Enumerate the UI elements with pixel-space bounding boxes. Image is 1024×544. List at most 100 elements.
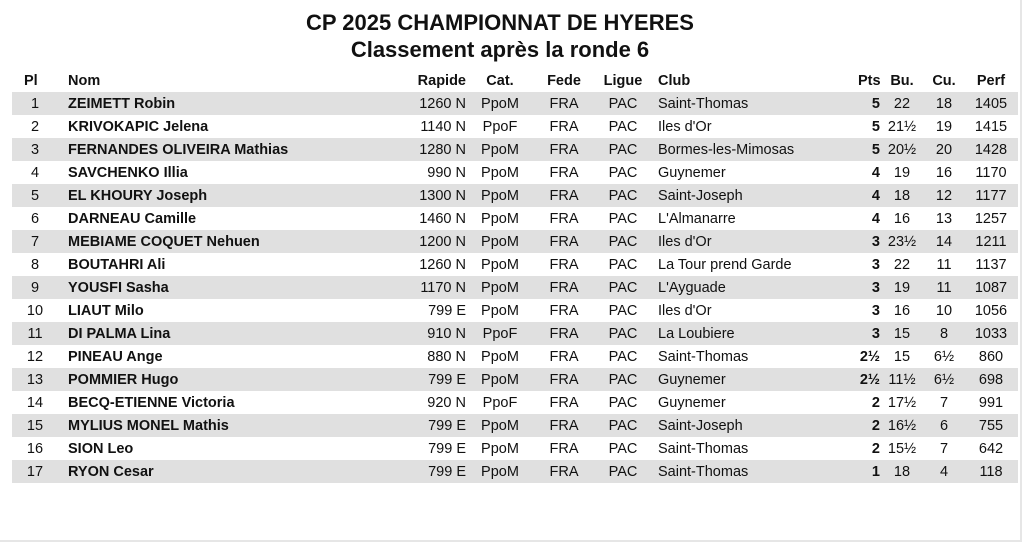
cell-cu: 6 — [924, 414, 964, 437]
header-fede: Fede — [547, 73, 581, 89]
cell-rapide: 799 E — [366, 414, 466, 437]
cell-nom: KRIVOKAPIC Jelena — [58, 115, 366, 138]
cell-rapide: 910 N — [366, 322, 466, 345]
cell-nom: ZEIMETT Robin — [58, 92, 366, 115]
cell-fede: FRA — [534, 184, 594, 207]
cell-club: La Loubiere — [652, 322, 858, 345]
cell-rapide: 1200 N — [366, 230, 466, 253]
cell-pl: 17 — [12, 460, 58, 483]
cell-cat: PpoF — [466, 115, 534, 138]
cell-fede: FRA — [534, 276, 594, 299]
cell-nom: SAVCHENKO Illia — [58, 161, 366, 184]
cell-ligue: PAC — [594, 184, 652, 207]
table-row: 14 BECQ-ETIENNE Victoria 920 N PpoF FRA PAC Gu… — [12, 391, 1018, 414]
cell-pl: 9 — [12, 276, 58, 299]
cell-pts: 1 — [858, 460, 880, 483]
cell-ligue: PAC — [594, 115, 652, 138]
cell-pl: 3 — [12, 138, 58, 161]
cell-perf: 1056 — [964, 299, 1018, 322]
cell-pts: 5 — [858, 138, 880, 161]
cell-nom: DI PALMA Lina — [58, 322, 366, 345]
cell-rapide: 880 N — [366, 345, 466, 368]
header-bu: Bu. — [890, 73, 914, 89]
table-header-row: Pl Nom Rapide Cat. Fede Ligue Club Pts B… — [12, 70, 1018, 92]
cell-pl: 16 — [12, 437, 58, 460]
cell-nom: BECQ-ETIENNE Victoria — [58, 391, 366, 414]
table-row: 9 YOUSFI Sasha 1170 N PpoM FRA PAC L'Ayguade 3 1… — [12, 276, 1018, 299]
cell-cat: PpoF — [466, 322, 534, 345]
cell-fede: FRA — [534, 253, 594, 276]
cell-ligue: PAC — [594, 414, 652, 437]
cell-ligue: PAC — [594, 368, 652, 391]
cell-cu: 19 — [924, 115, 964, 138]
cell-cu: 13 — [924, 207, 964, 230]
cell-ligue: PAC — [594, 276, 652, 299]
cell-ligue: PAC — [594, 460, 652, 483]
cell-rapide: 799 E — [366, 460, 466, 483]
cell-pl: 15 — [12, 414, 58, 437]
cell-bu: 16 — [880, 207, 924, 230]
cell-cu: 11 — [924, 276, 964, 299]
cell-cat: PpoM — [466, 368, 534, 391]
header-club: Club — [658, 73, 691, 89]
cell-bu: 19 — [880, 276, 924, 299]
table-row: 2 KRIVOKAPIC Jelena 1140 N PpoF FRA PAC Iles d… — [12, 115, 1018, 138]
standings-table: Pl Nom Rapide Cat. Fede Ligue Club Pts B… — [12, 70, 1018, 483]
cell-cu: 6½ — [924, 345, 964, 368]
table-row: 3 FERNANDES OLIVEIRA Mathias 1280 N PpoM FRA… — [12, 138, 1018, 161]
cell-perf: 1170 — [964, 161, 1018, 184]
cell-cu: 7 — [924, 437, 964, 460]
cell-club: Bormes-les-Mimosas — [652, 138, 858, 161]
cell-club: Saint-Thomas — [652, 345, 858, 368]
cell-club: Saint-Thomas — [652, 460, 858, 483]
cell-bu: 20½ — [880, 138, 924, 161]
cell-pl: 13 — [12, 368, 58, 391]
cell-fede: FRA — [534, 92, 594, 115]
cell-pts: 3 — [858, 276, 880, 299]
cell-nom: POMMIER Hugo — [58, 368, 366, 391]
cell-fede: FRA — [534, 368, 594, 391]
table-row: 17 RYON Cesar 799 E PpoM FRA PAC Saint-Thomas 1… — [12, 460, 1018, 483]
table-row: 13 POMMIER Hugo 799 E PpoM FRA PAC Guynemer 2½ 1… — [12, 368, 1018, 391]
cell-bu: 17½ — [880, 391, 924, 414]
cell-ligue: PAC — [594, 391, 652, 414]
cell-cu: 12 — [924, 184, 964, 207]
cell-pts: 3 — [858, 230, 880, 253]
cell-ligue: PAC — [594, 322, 652, 345]
header-cat: Cat. — [486, 73, 514, 89]
table-row: 5 EL KHOURY Joseph 1300 N PpoM FRA PAC Saint-J… — [12, 184, 1018, 207]
cell-fede: FRA — [534, 161, 594, 184]
cell-nom: YOUSFI Sasha — [58, 276, 366, 299]
cell-club: Guynemer — [652, 391, 858, 414]
cell-ligue: PAC — [594, 253, 652, 276]
cell-rapide: 1170 N — [366, 276, 466, 299]
page-title: CP 2025 CHAMPIONNAT DE HYERES — [306, 10, 694, 35]
cell-pts: 2 — [858, 391, 880, 414]
cell-cat: PpoM — [466, 184, 534, 207]
cell-rapide: 990 N — [366, 161, 466, 184]
cell-nom: RYON Cesar — [58, 460, 366, 483]
header-ligue: Ligue — [603, 73, 643, 89]
cell-ligue: PAC — [594, 161, 652, 184]
cell-cat: PpoM — [466, 460, 534, 483]
cell-pl: 2 — [12, 115, 58, 138]
cell-fede: FRA — [534, 207, 594, 230]
cell-bu: 15 — [880, 322, 924, 345]
cell-nom: LIAUT Milo — [58, 299, 366, 322]
cell-perf: 1211 — [964, 230, 1018, 253]
cell-club: Guynemer — [652, 368, 858, 391]
cell-rapide: 1460 N — [366, 207, 466, 230]
cell-pts: 4 — [858, 161, 880, 184]
cell-pl: 4 — [12, 161, 58, 184]
cell-fede: FRA — [534, 345, 594, 368]
cell-pts: 2 — [858, 414, 880, 437]
cell-cu: 4 — [924, 460, 964, 483]
header-rapide: Rapide — [417, 73, 466, 89]
cell-cu: 16 — [924, 161, 964, 184]
cell-pts: 3 — [858, 253, 880, 276]
cell-perf: 698 — [964, 368, 1018, 391]
cell-pts: 3 — [858, 299, 880, 322]
cell-pts: 4 — [858, 207, 880, 230]
cell-pts: 2½ — [858, 368, 880, 391]
cell-rapide: 1140 N — [366, 115, 466, 138]
